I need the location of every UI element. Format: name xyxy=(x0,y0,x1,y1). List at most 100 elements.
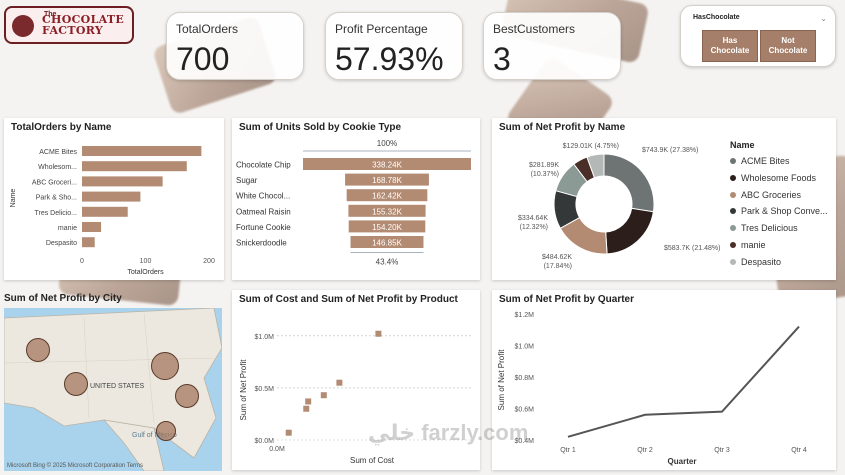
city-bubble[interactable] xyxy=(156,421,176,441)
legend-marker xyxy=(730,191,736,198)
legend-marker xyxy=(730,258,736,265)
funnel-top-percent: 100% xyxy=(377,139,397,148)
legend-marker xyxy=(730,158,736,164)
chart-orders-by-name[interactable]: TotalOrders by Name ACME Bites Wholesom..… xyxy=(4,118,224,280)
x-axis-title: TotalOrders xyxy=(127,269,164,276)
x-tick-label: Qtr 4 xyxy=(791,447,807,454)
legend-item[interactable]: manie xyxy=(730,240,766,250)
city-bubble[interactable] xyxy=(151,352,179,380)
kpi-value: 700 xyxy=(176,41,230,77)
bar-category-label: Tres Delicio... xyxy=(34,210,77,217)
scatter-point xyxy=(375,330,382,337)
logo-mark-icon xyxy=(12,15,34,37)
kpi-label: BestCustomers xyxy=(493,22,576,36)
funnel-value-label: 168.78K xyxy=(372,176,402,185)
funnel-category-label: Sugar xyxy=(236,176,258,185)
legend-label: Wholesome Foods xyxy=(741,172,817,183)
x-tick-label: 200 xyxy=(203,258,215,265)
funnel-bar xyxy=(348,220,426,233)
bar-category-label: ACME Bites xyxy=(39,149,77,156)
y-tick-label: $1.2M xyxy=(515,312,535,319)
bar xyxy=(82,191,141,202)
x-tick-label: Qtr 3 xyxy=(714,447,730,454)
funnel-value-label: 338.24K xyxy=(372,161,402,170)
chart-units-by-cookie[interactable]: Sum of Units Sold by Cookie Type 100% Cho… xyxy=(232,118,480,280)
x-tick-label: Qtr 1 xyxy=(560,447,576,454)
scatter-point xyxy=(285,429,292,436)
chart-title: Sum of Net Profit by Quarter xyxy=(499,294,635,305)
scatter-point xyxy=(303,405,310,412)
bar xyxy=(82,161,187,172)
bar-category-label: Park & Sho... xyxy=(36,195,77,202)
profit-line xyxy=(567,325,800,438)
city-bubble[interactable] xyxy=(64,372,88,396)
legend-label: ABC Groceries xyxy=(741,189,802,200)
funnel-category-label: Snickerdoodle xyxy=(236,239,287,248)
x-tick-label: 0.0M xyxy=(269,446,285,453)
legend-item[interactable]: Wholesome Foods xyxy=(730,173,816,183)
slicer-option-not-chocolate[interactable]: Not Chocolate xyxy=(760,30,816,62)
kpi-best-customers[interactable]: BestCustomers 3 xyxy=(483,12,621,80)
funnel-bottom-percent: 43.4% xyxy=(376,258,399,267)
funnel-value-label: 155.32K xyxy=(372,207,402,216)
x-axis-title: Quarter xyxy=(668,457,697,466)
legend-item[interactable]: ACME Bites xyxy=(730,156,790,166)
y-tick-label: $0.4M xyxy=(515,438,535,445)
cost-profit-scatter: $0.0M $0.5M $1.0M 0.0M Sum of Cost Sum of Net… xyxy=(239,330,472,465)
legend-marker xyxy=(730,174,736,181)
donut-data-label: $743.9K (27.38%) xyxy=(642,147,698,154)
funnel-bar xyxy=(350,236,424,248)
legend-item[interactable]: Despasito xyxy=(730,257,781,267)
map-country-label: UNITED STATES xyxy=(90,383,145,390)
x-tick-label: 100 xyxy=(140,258,152,265)
chart-title: Sum of Units Sold by Cookie Type xyxy=(239,122,402,133)
funnel-value-label: 162.42K xyxy=(372,192,402,201)
donut-slice xyxy=(586,153,605,179)
chart-title: Sum of Cost and Sum of Net Profit by Pro… xyxy=(239,294,458,305)
kpi-total-orders[interactable]: TotalOrders 700 xyxy=(166,12,304,80)
slicer-option-has-chocolate[interactable]: Has Chocolate xyxy=(702,30,758,62)
funnel-bar xyxy=(348,204,426,217)
legend-marker xyxy=(730,225,736,232)
city-bubble[interactable] xyxy=(175,384,199,408)
profit-by-city-map[interactable]: UNITED STATES Gulf of Mexico Microsoft B… xyxy=(4,308,222,471)
brand-logo: The CHOCOLATE FACTORY xyxy=(4,6,134,44)
legend-item[interactable]: Park & Shop Conve... xyxy=(730,206,828,216)
funnel-category-label: Fortune Cookie xyxy=(236,223,291,232)
bar-category-label: Wholesom... xyxy=(38,164,77,171)
funnel-category-label: White Chocol... xyxy=(236,192,290,201)
map-land xyxy=(4,308,222,471)
bar-category-label: Despasito xyxy=(46,240,77,247)
y-tick-label: $0.5M xyxy=(255,386,275,393)
kpi-profit-percentage[interactable]: Profit Percentage 57.93% xyxy=(325,12,463,80)
profit-donut-chart: $743.9K (27.38%) $583.7K (21.48%) $484.62K… xyxy=(518,143,720,270)
legend-label: Park & Shop Conve... xyxy=(741,206,828,217)
chevron-down-icon[interactable]: ⌄ xyxy=(820,14,827,23)
has-chocolate-slicer[interactable]: HasChocolate ⌄ Has Chocolate Not Chocola… xyxy=(680,5,836,67)
funnel-category-label: Chocolate Chip xyxy=(236,161,291,170)
chart-profit-by-quarter[interactable]: Sum of Net Profit by Quarter $0.4M $0.6M $… xyxy=(492,290,836,470)
x-tick-label: 0 xyxy=(80,258,84,265)
y-tick-label: $0.0M xyxy=(255,438,275,445)
funnel-category-label: Oatmeal Raisin xyxy=(236,207,291,216)
bar xyxy=(82,146,202,156)
kpi-label: TotalOrders xyxy=(176,22,239,36)
kpi-value: 3 xyxy=(493,41,511,77)
scatter-point xyxy=(336,379,343,386)
y-tick-label: $1.0M xyxy=(515,344,535,351)
y-axis-title: Sum of Net Profit xyxy=(239,359,248,421)
legend-label: Despasito xyxy=(741,256,782,267)
units-funnel-chart: 100% Chocolate Chip 338.24K Sugar 168.78K Whi… xyxy=(236,139,471,267)
chart-cost-profit-product[interactable]: Sum of Cost and Sum of Net Profit by Pro… xyxy=(232,290,480,470)
slicer-title: HasChocolate xyxy=(693,14,740,21)
bar-category-label: manie xyxy=(58,225,77,232)
chart-profit-by-name[interactable]: Sum of Net Profit by Name $743.9K (27.38… xyxy=(492,118,836,280)
profit-line-chart: $0.4M $0.6M $0.8M $1.0M $1.2M Qtr 1 Qtr 2 Qtr 3… xyxy=(497,312,807,466)
legend-item[interactable]: ABC Groceries xyxy=(730,190,801,200)
legend-item[interactable]: Tres Delicious xyxy=(730,223,798,233)
chart-title: Sum of Net Profit by City xyxy=(4,293,122,304)
city-bubble[interactable] xyxy=(26,338,50,362)
x-tick-label: Qtr 2 xyxy=(637,447,653,454)
map-attribution: Microsoft Bing © 2025 Microsoft Corporat… xyxy=(7,463,144,469)
